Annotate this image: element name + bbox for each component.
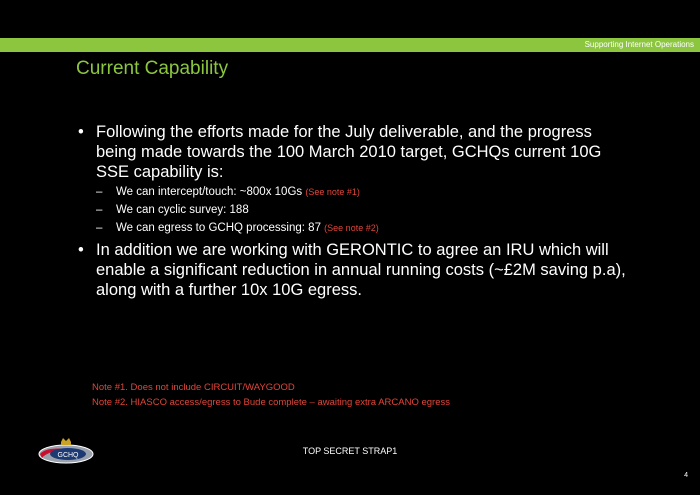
footnotes: Note #1. Does not include CIRCUIT/WAYGOO…	[92, 380, 450, 410]
slide-title: Current Capability	[76, 58, 229, 79]
footnote: Note #1. Does not include CIRCUIT/WAYGOO…	[92, 382, 295, 393]
dash-icon: –	[96, 186, 103, 198]
green-header-bar	[0, 38, 700, 52]
sub-item-text: We can egress to GCHQ processing: 87	[116, 222, 321, 234]
section-tag: Supporting Internet Operations	[584, 40, 694, 49]
bullet-dot-icon: •	[78, 241, 84, 259]
bullet-dot-icon: •	[78, 123, 84, 141]
bullet-item: • In addition we are working with GERONT…	[76, 240, 636, 300]
bullet-item: • Following the efforts made for the Jul…	[76, 122, 636, 182]
classification-marking: TOP SECRET STRAP1	[302, 446, 398, 456]
note-reference: (See note #2)	[324, 223, 379, 233]
bullet-text: In addition we are working with GERONTIC…	[96, 241, 626, 299]
sub-item: – We can intercept/touch: ~800x 10Gs (Se…	[76, 183, 636, 201]
slide-body: • Following the efforts made for the Jul…	[76, 122, 636, 301]
sub-item-text: We can intercept/touch: ~800x 10Gs	[116, 186, 303, 198]
bullet-text: Following the efforts made for the July …	[96, 123, 602, 181]
dash-icon: –	[96, 204, 103, 216]
sub-item: – We can cyclic survey: 188	[76, 201, 636, 219]
dash-icon: –	[96, 222, 103, 234]
logo-text: GCHQ	[58, 452, 80, 459]
gchq-logo-icon: GCHQ	[38, 438, 94, 464]
note-reference: (See note #1)	[305, 187, 360, 197]
page-number: 4	[684, 472, 688, 479]
footnote: Note #2. HIASCO access/egress to Bude co…	[92, 397, 450, 408]
sub-item: – We can egress to GCHQ processing: 87 (…	[76, 219, 636, 237]
top-band	[0, 0, 700, 38]
sub-item-text: We can cyclic survey: 188	[116, 204, 249, 216]
